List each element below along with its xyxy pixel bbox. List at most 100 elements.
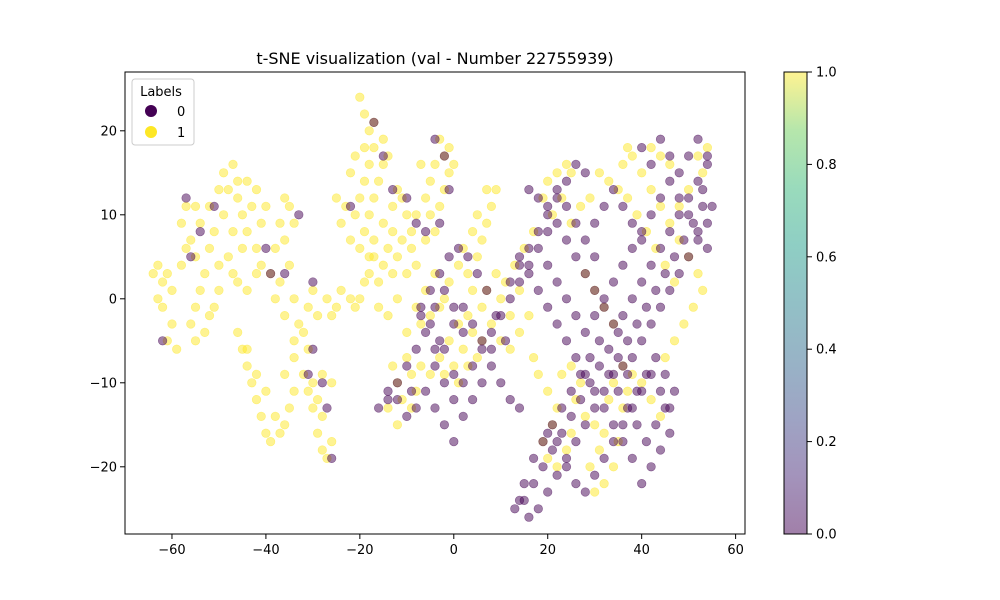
point-label-0 xyxy=(543,302,553,312)
point-label-1 xyxy=(242,344,252,354)
point-label-0 xyxy=(693,235,703,245)
point-label-1 xyxy=(251,185,262,195)
point-label-0 xyxy=(543,201,553,211)
point-label-1 xyxy=(261,428,271,438)
point-label-0 xyxy=(575,395,586,405)
point-label-0 xyxy=(510,504,520,514)
point-label-0 xyxy=(416,302,426,312)
point-label-1 xyxy=(176,218,186,228)
point-label-0 xyxy=(669,252,680,262)
point-label-0 xyxy=(571,311,581,321)
point-label-0 xyxy=(571,437,581,447)
y-tick-label: 10 xyxy=(100,208,117,223)
point-label-0 xyxy=(599,453,609,464)
x-tick-label: 40 xyxy=(633,543,650,558)
point-label-1 xyxy=(181,201,191,211)
point-label-1 xyxy=(388,227,398,237)
point-label-1 xyxy=(514,285,525,296)
point-label-0 xyxy=(345,201,356,211)
point-label-0 xyxy=(547,420,558,430)
point-label-1 xyxy=(228,227,238,237)
point-label-1 xyxy=(392,294,403,304)
point-label-1 xyxy=(350,151,360,161)
point-label-1 xyxy=(162,269,172,279)
point-label-1 xyxy=(674,201,684,211)
point-label-1 xyxy=(702,143,713,153)
point-label-0 xyxy=(514,252,525,262)
point-label-0 xyxy=(439,344,450,354)
point-label-1 xyxy=(167,319,177,329)
point-label-1 xyxy=(618,159,628,169)
point-label-1 xyxy=(472,353,482,363)
point-label-0 xyxy=(571,218,581,228)
point-label-0 xyxy=(679,235,689,245)
point-label-0 xyxy=(613,386,623,396)
colorbar-ticks: 0.0 0.2 0.4 0.6 0.8 1.0 xyxy=(807,66,837,543)
point-label-1 xyxy=(214,260,224,270)
point-label-0 xyxy=(651,353,661,363)
point-label-0 xyxy=(557,403,567,413)
point-label-1 xyxy=(369,193,379,203)
point-label-0 xyxy=(571,353,581,363)
colorbar-tick-label: 0.8 xyxy=(816,158,837,173)
point-label-0 xyxy=(496,311,506,321)
point-label-0 xyxy=(449,319,459,329)
point-label-1 xyxy=(186,319,196,329)
point-label-1 xyxy=(313,311,323,321)
point-label-0 xyxy=(637,386,647,396)
point-label-1 xyxy=(580,411,590,422)
point-label-0 xyxy=(421,327,431,338)
point-label-1 xyxy=(561,159,572,169)
point-label-0 xyxy=(665,428,675,438)
point-label-1 xyxy=(486,319,497,329)
point-label-1 xyxy=(421,193,431,203)
point-label-1 xyxy=(322,294,332,304)
point-label-1 xyxy=(411,210,421,220)
point-label-0 xyxy=(618,437,628,447)
point-label-1 xyxy=(646,143,656,153)
point-label-0 xyxy=(608,369,619,380)
point-label-0 xyxy=(543,260,553,270)
point-label-0 xyxy=(533,243,543,253)
point-label-0 xyxy=(561,235,572,245)
point-label-1 xyxy=(374,277,384,287)
point-label-0 xyxy=(590,403,600,413)
point-label-1 xyxy=(655,201,666,211)
point-label-0 xyxy=(435,336,445,346)
point-label-0 xyxy=(468,361,478,371)
point-label-1 xyxy=(514,327,525,338)
point-label-0 xyxy=(566,386,576,396)
point-label-0 xyxy=(655,243,666,253)
point-label-0 xyxy=(627,353,637,363)
point-label-0 xyxy=(552,470,562,480)
point-label-1 xyxy=(622,143,633,153)
chart-title: t-SNE visualization (val - Number 227559… xyxy=(256,49,613,68)
point-label-0 xyxy=(618,311,628,321)
point-label-1 xyxy=(430,159,440,169)
point-label-0 xyxy=(580,235,590,245)
point-label-1 xyxy=(599,428,609,438)
point-label-0 xyxy=(665,403,675,413)
point-label-0 xyxy=(693,176,703,186)
point-label-0 xyxy=(561,176,572,186)
point-label-0 xyxy=(651,420,661,430)
point-label-1 xyxy=(270,411,280,422)
point-label-1 xyxy=(280,369,290,380)
point-label-0 xyxy=(411,403,421,413)
point-label-0 xyxy=(608,277,619,287)
x-tick-label: −60 xyxy=(158,543,185,558)
point-label-0 xyxy=(660,269,670,279)
point-label-0 xyxy=(402,411,412,422)
point-label-0 xyxy=(486,327,497,338)
point-label-1 xyxy=(148,269,158,279)
point-label-1 xyxy=(505,344,515,354)
point-label-1 xyxy=(364,210,374,220)
point-label-0 xyxy=(552,185,562,195)
point-label-0 xyxy=(435,218,445,228)
point-label-1 xyxy=(275,218,285,228)
point-label-1 xyxy=(308,378,318,388)
point-label-1 xyxy=(378,260,388,270)
point-label-1 xyxy=(251,269,262,279)
point-label-0 xyxy=(637,227,647,237)
point-label-0 xyxy=(392,395,403,405)
